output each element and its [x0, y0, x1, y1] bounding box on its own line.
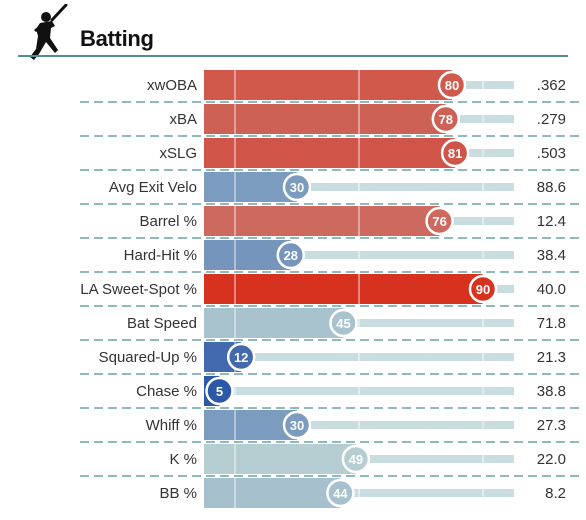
metric-label: Squared-Up %	[99, 349, 197, 366]
percentile-marker	[437, 70, 467, 100]
metric-value: 38.8	[537, 383, 566, 400]
metric-label: Chase %	[136, 383, 197, 400]
percentile-label: 12	[234, 350, 248, 365]
metric-value: 22.0	[537, 451, 566, 468]
percentile-marker	[226, 342, 256, 372]
percentile-marker	[205, 376, 234, 406]
percentile-marker	[276, 240, 306, 270]
metric-value: .503	[537, 145, 566, 162]
percentile-label: 45	[336, 316, 350, 331]
percentile-bar	[204, 444, 356, 474]
percentile-bar	[204, 478, 341, 508]
percentile-bar	[204, 410, 297, 440]
percentile-marker	[341, 444, 371, 474]
metric-value: 12.4	[537, 213, 566, 230]
section-title: Batting	[80, 26, 154, 51]
percentile-bar	[204, 274, 483, 304]
percentile-label: 80	[445, 78, 459, 93]
percentile-label: 76	[432, 214, 446, 229]
metric-label: Bat Speed	[127, 315, 197, 332]
percentile-label: 28	[284, 248, 298, 263]
percentile-marker	[329, 308, 358, 338]
metric-label: Avg Exit Velo	[109, 179, 197, 196]
percentile-bar	[204, 172, 297, 202]
percentile-bar	[204, 138, 456, 168]
metric-label: xwOBA	[147, 77, 197, 94]
percentile-marker	[440, 138, 470, 168]
percentile-bar	[204, 206, 440, 236]
metric-label: BB %	[159, 485, 197, 502]
metric-value: 88.6	[537, 179, 566, 196]
metric-label: LA Sweet-Spot %	[80, 281, 197, 298]
metric-value: 27.3	[537, 417, 566, 434]
metric-value: 8.2	[545, 485, 566, 502]
metric-value: 21.3	[537, 349, 566, 366]
percentile-label: 81	[448, 146, 462, 161]
metric-value: .362	[537, 77, 566, 94]
percentile-marker	[282, 172, 312, 202]
percentile-bar	[204, 240, 291, 270]
percentile-label: 30	[290, 418, 304, 433]
metric-label: Hard-Hit %	[124, 247, 197, 264]
metric-value: 38.4	[537, 247, 566, 264]
metric-label: xSLG	[159, 145, 197, 162]
metric-value: 71.8	[537, 315, 566, 332]
section-header: Batting	[0, 0, 586, 60]
percentile-bar	[204, 70, 452, 100]
percentile-marker	[425, 206, 454, 236]
percentile-marker	[431, 104, 461, 134]
percentile-label: 90	[476, 282, 490, 297]
header-divider	[18, 55, 568, 57]
metric-value: 40.0	[537, 281, 566, 298]
percentile-marker	[282, 410, 312, 440]
metric-label: xBA	[169, 111, 197, 128]
percentile-bar	[204, 308, 344, 338]
metric-label: Whiff %	[146, 417, 197, 434]
percentile-label: 30	[290, 180, 304, 195]
percentile-label: 44	[333, 486, 348, 501]
percentile-marker	[326, 478, 355, 508]
percentile-marker	[468, 274, 498, 304]
metric-label: K %	[169, 451, 197, 468]
percentile-label: 5	[216, 384, 223, 399]
batter-icon	[30, 4, 68, 60]
percentile-bar	[204, 104, 446, 134]
metric-label: Barrel %	[139, 213, 197, 230]
metric-value: .279	[537, 111, 566, 128]
percentile-label: 78	[439, 112, 453, 127]
percentile-label: 49	[349, 452, 363, 467]
